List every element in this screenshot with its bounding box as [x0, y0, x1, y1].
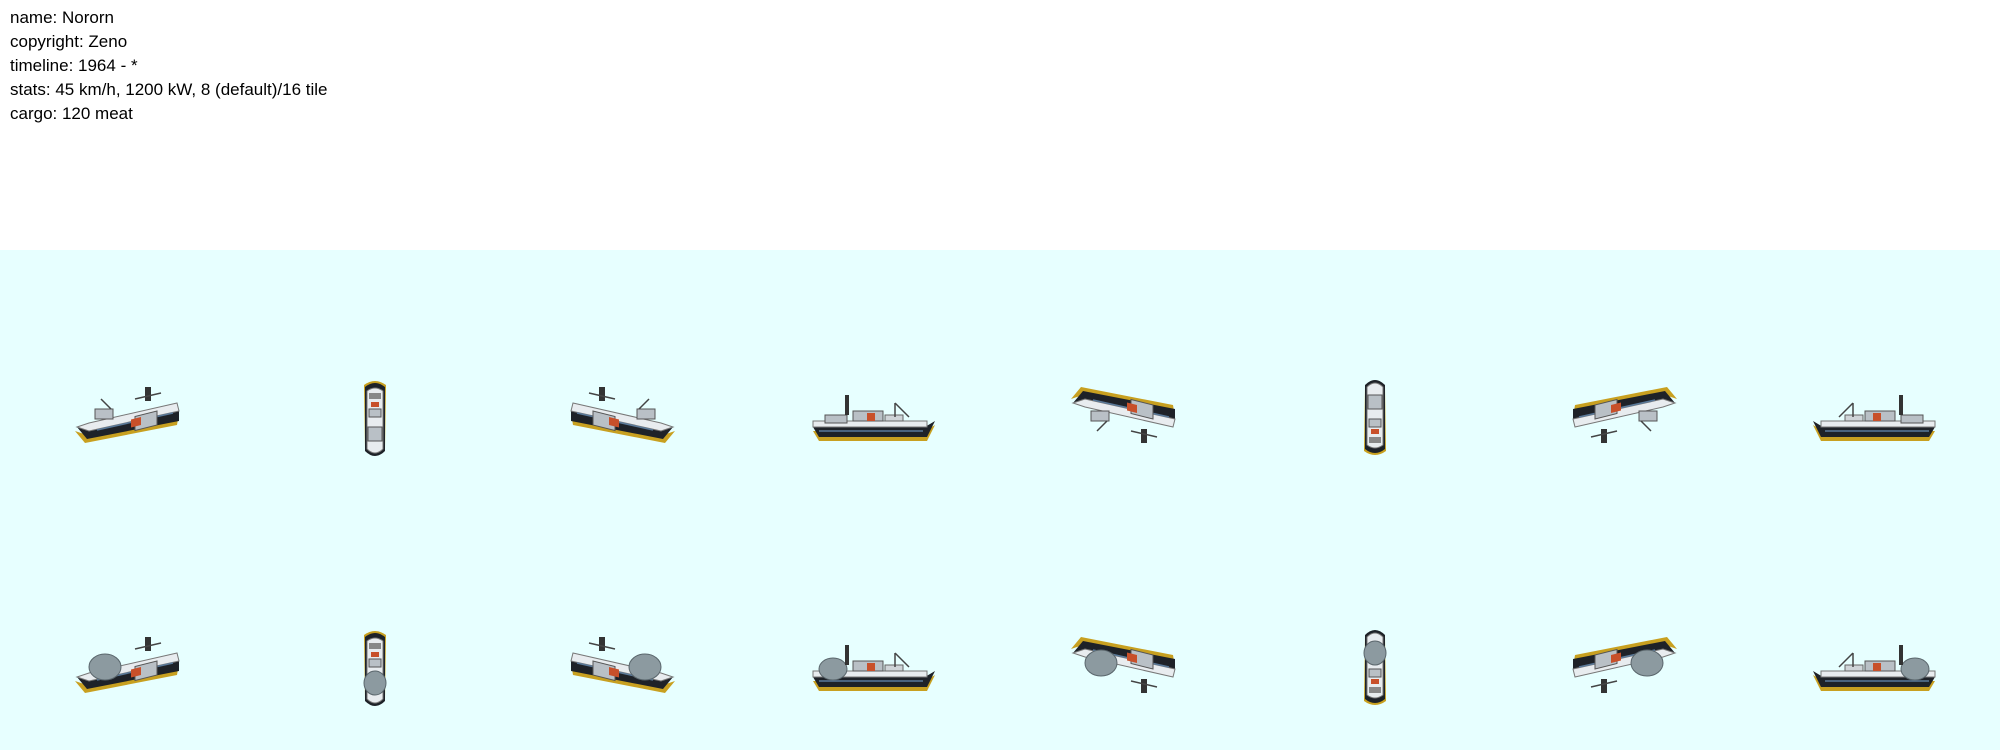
ship-n-icon [1305, 623, 1445, 713]
ship-s-icon [305, 373, 445, 463]
ship-se-icon [553, 623, 693, 713]
ship-w-icon [1803, 373, 1943, 463]
ship-e-icon [805, 623, 945, 713]
vehicle-cargo: cargo: 120 meat [10, 104, 133, 123]
ship-ne-icon [1053, 623, 1193, 713]
ship-ne-icon [1053, 373, 1193, 463]
ship-se-icon [553, 373, 693, 463]
ship-n-icon [1305, 373, 1445, 463]
ship-w-icon [1803, 623, 1943, 713]
vehicle-copyright: copyright: Zeno [10, 32, 128, 51]
vehicle-info-panel: name: Nororn copyright: Zeno timeline: 1… [10, 6, 328, 126]
vehicle-timeline: timeline: 1964 - * [10, 56, 138, 75]
ship-s-icon [305, 623, 445, 713]
sprite-sheet [0, 250, 2000, 750]
ship-sw-icon [57, 623, 197, 713]
ship-nw-icon [1555, 623, 1695, 713]
vehicle-stats: stats: 45 km/h, 1200 kW, 8 (default)/16 … [10, 80, 328, 99]
vehicle-name: name: Nororn [10, 8, 114, 27]
ship-e-icon [805, 373, 945, 463]
ship-nw-icon [1555, 373, 1695, 463]
ship-sw-icon [57, 373, 197, 463]
